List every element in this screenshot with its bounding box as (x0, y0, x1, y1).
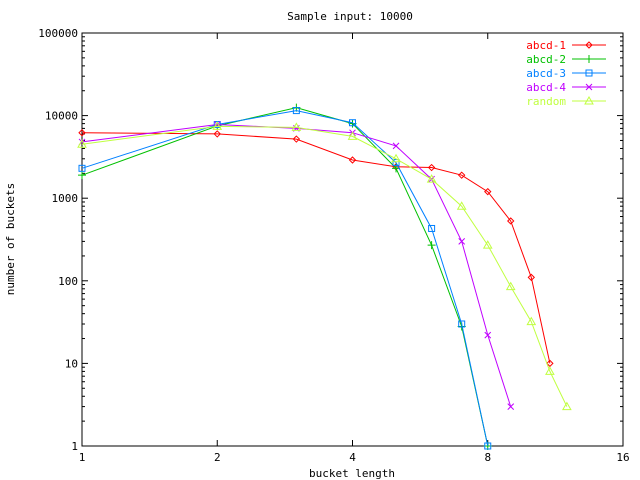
data-point-random (291, 122, 302, 131)
data-point-random (456, 201, 467, 210)
x-tick-label: 4 (349, 451, 356, 464)
x-axis-label: bucket length (309, 467, 395, 480)
legend-marker (585, 41, 593, 49)
series-line-abcd-4 (81, 123, 512, 407)
y-tick-label: 10 (65, 357, 78, 370)
legend-label: abcd-4 (526, 81, 566, 94)
legend-label: random (526, 95, 566, 108)
data-point-random (482, 240, 493, 249)
x-tick-label: 1 (79, 451, 86, 464)
legend-entry-abcd-4: abcd-4 (526, 81, 606, 94)
series-abcd-2 (78, 103, 492, 450)
data-point-abcd-1 (78, 129, 86, 137)
series-line-abcd-2 (81, 107, 489, 447)
axis-ticks: 1 10 100 1000 10000 100000 1 2 4 8 16 (38, 27, 629, 464)
legend-marker (585, 55, 593, 63)
data-point-abcd-2 (427, 241, 436, 250)
data-point-abcd-2 (78, 171, 86, 180)
data-point-abcd-1 (292, 135, 301, 143)
legend-entry-abcd-1: abcd-1 (526, 39, 606, 52)
data-point-abcd-1 (348, 156, 357, 164)
data-point-random (545, 366, 555, 375)
x-tick-label: 2 (214, 451, 221, 464)
data-point-abcd-4 (507, 403, 515, 410)
y-tick-label: 100 (58, 275, 78, 288)
data-point-abcd-1 (527, 273, 535, 282)
data-point-random (391, 153, 401, 163)
x-tick-label: 8 (484, 451, 491, 464)
data-point-random (505, 281, 516, 291)
legend-marker (585, 69, 593, 77)
series-random (77, 121, 572, 411)
data-point-abcd-3 (484, 442, 492, 450)
legend-entry-random: random (526, 95, 606, 108)
legend-label: abcd-2 (526, 53, 566, 66)
data-point-abcd-1 (484, 187, 492, 196)
legend-label: abcd-1 (526, 39, 566, 52)
data-point-random (526, 316, 537, 326)
y-tick-label: 10000 (45, 110, 78, 123)
data-point-abcd-3 (392, 159, 400, 167)
data-point-random (347, 131, 358, 140)
data-point-abcd-3 (458, 320, 466, 328)
data-point-abcd-3 (78, 164, 86, 172)
legend-entry-abcd-3: abcd-3 (526, 67, 606, 80)
data-point-abcd-1 (427, 163, 436, 172)
data-point-abcd-3 (292, 107, 300, 115)
series-line-random (81, 125, 568, 407)
legend-entry-abcd-2: abcd-2 (526, 53, 606, 66)
legend-marker (585, 83, 593, 91)
data-point-abcd-4 (392, 142, 400, 150)
data-point-random (562, 401, 572, 411)
x-tick-label: 16 (616, 451, 629, 464)
series-abcd-3 (78, 107, 492, 450)
series-abcd-4 (78, 121, 515, 410)
chart-title: Sample input: 10000 (287, 10, 413, 23)
data-point-abcd-3 (428, 224, 436, 232)
series-layer (77, 103, 572, 450)
data-point-random (426, 174, 437, 183)
y-tick-label: 100000 (38, 27, 78, 40)
series-line-abcd-1 (81, 132, 551, 364)
data-point-random (77, 139, 87, 148)
data-point-abcd-4 (458, 238, 466, 245)
series-line-abcd-3 (81, 110, 489, 447)
data-point-abcd-1 (457, 171, 466, 179)
legend-label: abcd-3 (526, 67, 566, 80)
y-tick-label: 1 (71, 440, 78, 453)
y-tick-label: 1000 (52, 192, 79, 205)
data-point-abcd-1 (213, 130, 221, 138)
data-point-abcd-1 (507, 217, 515, 225)
data-point-random (212, 121, 223, 130)
y-axis-label: number of buckets (4, 183, 17, 296)
series-abcd-1 (78, 129, 554, 368)
data-point-abcd-4 (484, 331, 492, 339)
legend-marker (584, 95, 594, 105)
data-point-abcd-3 (349, 119, 356, 127)
